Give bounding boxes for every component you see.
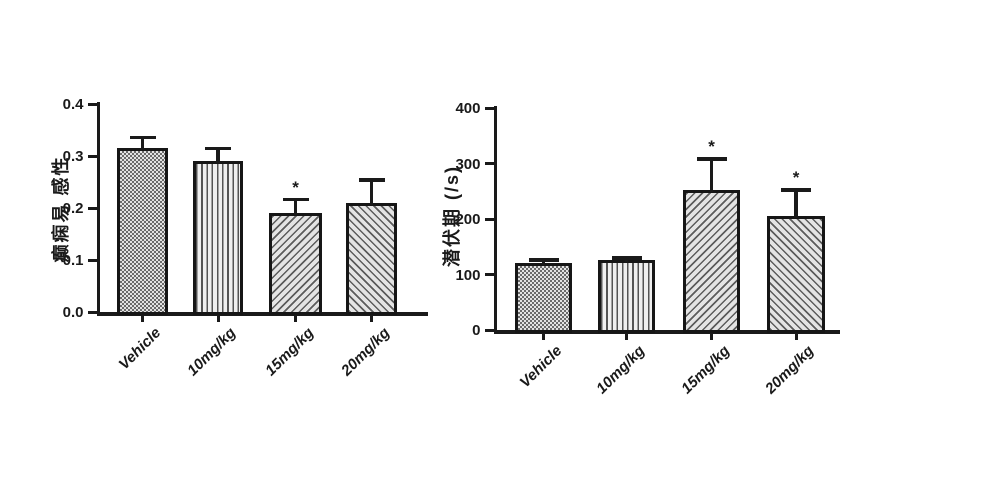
x-tick-mark: [794, 333, 798, 340]
y-tick-label: 0.3: [62, 148, 84, 165]
y-tick-mark: [87, 154, 97, 158]
error-bar-cap: [696, 157, 727, 161]
bar-Vehicle: [515, 263, 572, 333]
x-tick-mark: [294, 315, 297, 322]
y-tick-mark: [87, 258, 97, 262]
significance-star: *: [292, 177, 299, 197]
error-bar-stem: [624, 257, 629, 263]
error-bar-stem: [293, 199, 298, 216]
error-bar-stem: [709, 159, 714, 192]
error-bar-cap: [358, 178, 385, 182]
x-axis-line: [96, 312, 428, 316]
x-tick-mark: [216, 315, 220, 322]
error-bar-stem: [794, 190, 798, 218]
bar-20mg/kg: [346, 202, 397, 315]
y-tick-mark: [87, 206, 97, 210]
y-axis-line: [493, 106, 497, 334]
y-tick-mark: [484, 273, 494, 276]
y-tick-mark: [484, 217, 494, 221]
y-axis-line: [96, 102, 100, 316]
y-tick-label: 0.0: [62, 304, 84, 321]
error-bar-cap: [282, 197, 309, 202]
x-tick-mark: [625, 333, 628, 340]
bar-15mg/kg: [269, 213, 322, 315]
x-tick-label-15mg/kg: 15mg/kg: [677, 341, 733, 397]
error-bar-stem: [216, 148, 220, 164]
significance-star: *: [708, 137, 715, 157]
bar-Vehicle: [117, 148, 168, 315]
error-bar-stem: [369, 179, 374, 205]
bar-20mg/kg: [767, 215, 825, 333]
y-tick-label: 0.4: [62, 96, 84, 113]
x-axis-line: [493, 330, 840, 334]
y-tick-mark: [87, 102, 97, 106]
error-bar-cap: [781, 188, 811, 192]
y-tick-label: 0: [472, 322, 481, 339]
error-bar-cap: [611, 256, 642, 260]
y-tick-mark: [484, 328, 494, 332]
y-tick-mark: [484, 106, 494, 110]
error-bar-cap: [129, 135, 156, 140]
x-tick-label-Vehicle: Vehicle: [516, 341, 565, 391]
error-bar-stem: [541, 260, 546, 266]
x-tick-mark: [370, 315, 373, 322]
bar-10mg/kg: [193, 161, 243, 315]
y-tick-label: 0.2: [62, 200, 84, 217]
y-tick-label: 400: [455, 100, 481, 117]
y-tick-label: 100: [455, 266, 481, 284]
error-bar-cap: [205, 146, 231, 151]
y-tick-label: 200: [455, 211, 481, 228]
x-tick-mark: [542, 333, 545, 340]
error-bar-cap: [528, 258, 559, 262]
y-tick-label: 0.1: [62, 252, 84, 269]
y-tick-label: 300: [455, 155, 481, 173]
significance-star: *: [792, 168, 800, 188]
bar-10mg/kg: [598, 260, 655, 333]
bar-15mg/kg: [683, 189, 740, 333]
x-tick-mark: [710, 333, 713, 340]
y-tick-mark: [484, 162, 494, 165]
x-tick-label-10mg/kg: 10mg/kg: [592, 341, 648, 397]
error-bar-stem: [140, 137, 145, 151]
x-tick-mark: [141, 315, 144, 322]
y-tick-mark: [87, 310, 97, 314]
x-tick-label-20mg/kg: 20mg/kg: [762, 341, 818, 397]
